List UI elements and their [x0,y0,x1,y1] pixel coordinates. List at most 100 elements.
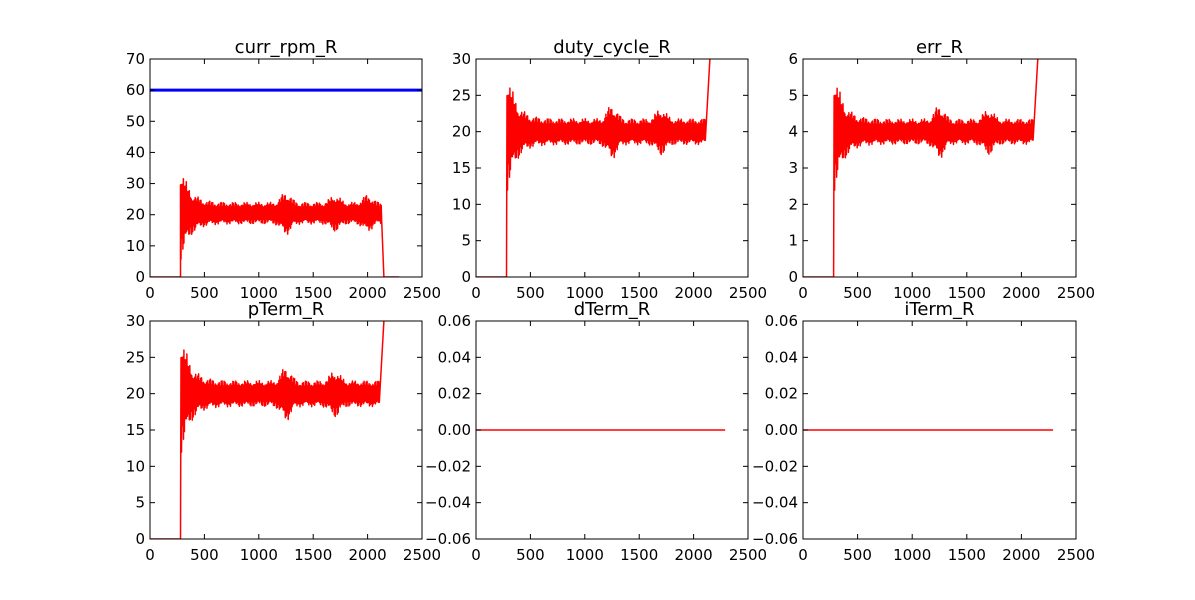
plot-frame [149,58,423,278]
y-tick-label: 30 [126,175,145,193]
y-tick-label: 20 [126,206,145,224]
y-tick-label: 2 [788,195,798,213]
x-tick-label: 2500 [729,546,767,564]
subplot-1: 0 500 1000 1500 2000 2500 0 10 20 30 40 50 60 70 curr_… [126,37,441,302]
x-tick-label: 2000 [675,546,713,564]
series-line-2 [150,178,400,277]
x-tick-label: 1000 [240,546,278,564]
x-tick-label: 2000 [1002,284,1040,302]
plot-title: dTerm_R [574,299,651,320]
y-tick-label: 50 [126,112,145,130]
x-tick-label: 1000 [893,284,931,302]
plot-frame [802,58,1077,278]
y-tick-label: 0.04 [438,348,471,366]
x-tick-label: 1500 [294,546,332,564]
x-tick-label: 2500 [1057,284,1095,302]
y-tick-label: 0 [788,268,798,286]
x-tick-label: 2500 [403,284,441,302]
x-tick-label: 1500 [948,284,986,302]
y-tick-label: 0.02 [765,385,798,403]
plot-title: duty_cycle_R [553,37,671,58]
y-tick-label: 0 [135,268,145,286]
y-tick-label: 3 [788,159,798,177]
y-tick-label: 30 [452,50,471,68]
y-tick-label: 6 [788,50,798,68]
x-tick-label: 500 [516,284,545,302]
y-tick-label: 25 [452,86,471,104]
plot-frame [475,58,749,278]
y-tick-label: 25 [126,348,145,366]
subplot-2: 0 500 1000 1500 2000 2500 0 5 10 15 20 25 30 duty_cyc… [452,37,767,302]
x-tick-label: 2500 [1057,546,1095,564]
y-tick-label: 0 [461,268,471,286]
plot-title: curr_rpm_R [235,37,338,58]
y-tick-label: 5 [788,86,798,104]
subplot-5: 0 500 1000 1500 2000 2500 −0.06 −0.04 −0.02 0.00 0… [425,299,767,564]
y-tick-label: 0.00 [765,421,798,439]
y-tick-label: 10 [452,195,471,213]
subplot-6: 0 500 1000 1500 2000 2500 −0.06 −0.04 −0.02 0.00 0… [752,299,1095,564]
y-tick-label: 0 [135,530,145,548]
y-tick-label: −0.02 [425,457,471,475]
y-tick-label: 15 [452,159,471,177]
series-line-1 [476,59,711,277]
x-tick-label: 1500 [948,546,986,564]
x-tick-label: 1500 [294,284,332,302]
x-tick-label: 0 [471,284,481,302]
x-tick-label: 0 [798,546,808,564]
y-tick-label: 0.04 [765,348,798,366]
y-tick-label: 30 [126,312,145,330]
x-tick-label: 2500 [403,546,441,564]
plot-title: iTerm_R [904,299,974,320]
plot-title: pTerm_R [248,299,325,320]
y-tick-label: 10 [126,457,145,475]
x-tick-label: 500 [190,284,219,302]
x-tick-label: 0 [145,284,155,302]
x-tick-label: 0 [471,546,481,564]
y-tick-label: 60 [126,81,145,99]
x-tick-label: 2000 [349,546,387,564]
x-tick-label: 500 [843,546,872,564]
x-tick-label: 2000 [349,284,387,302]
x-tick-label: 2500 [729,284,767,302]
subplot-3: 0 500 1000 1500 2000 2500 0 1 2 3 4 5 6 err_R [788,37,1095,302]
y-tick-label: 0.06 [438,312,471,330]
y-tick-label: −0.04 [752,494,798,512]
x-tick-label: 1000 [566,284,604,302]
y-tick-label: 0.06 [765,312,798,330]
plot-title: err_R [916,37,963,58]
y-tick-label: 20 [452,123,471,141]
x-tick-label: 1000 [240,284,278,302]
series-line-1 [803,59,1039,277]
x-tick-label: 1500 [620,284,658,302]
x-tick-label: 1500 [620,546,658,564]
x-tick-label: 1000 [893,546,931,564]
x-tick-label: 2000 [1002,546,1040,564]
y-tick-label: −0.06 [425,530,471,548]
y-tick-label: 70 [126,50,145,68]
x-tick-label: 0 [798,284,808,302]
y-tick-label: 0.02 [438,385,471,403]
y-tick-label: 10 [126,237,145,255]
y-tick-label: 15 [126,421,145,439]
x-tick-label: 1000 [566,546,604,564]
y-tick-label: 1 [788,232,798,250]
y-tick-label: 5 [135,494,145,512]
y-tick-label: −0.04 [425,494,471,512]
y-tick-label: −0.06 [752,530,798,548]
y-tick-label: 40 [126,143,145,161]
y-tick-label: 4 [788,123,798,141]
y-tick-label: −0.02 [752,457,798,475]
x-tick-label: 2000 [675,284,713,302]
series-line-1 [150,321,385,539]
x-tick-label: 500 [516,546,545,564]
y-tick-label: 0.00 [438,421,471,439]
y-tick-label: 5 [461,232,471,250]
y-tick-label: 20 [126,385,145,403]
x-tick-label: 500 [843,284,872,302]
x-tick-label: 0 [145,546,155,564]
plot-frame [149,320,423,540]
x-tick-label: 500 [190,546,219,564]
subplot-4: 0 500 1000 1500 2000 2500 0 5 10 15 20 25 30 pTerm_R [126,299,441,564]
